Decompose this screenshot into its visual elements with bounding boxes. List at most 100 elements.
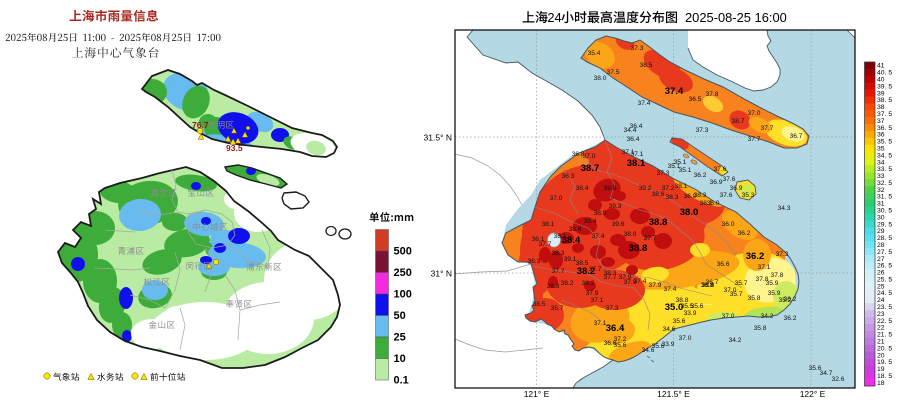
svg-text:19: 19 [877, 366, 885, 373]
svg-text:33.9: 33.9 [662, 341, 675, 348]
svg-text:25. 5: 25. 5 [877, 276, 892, 283]
svg-text:36.8: 36.8 [702, 282, 715, 289]
svg-text:122° E: 122° E [800, 389, 826, 399]
svg-text:23: 23 [877, 311, 885, 318]
svg-text:34.7: 34.7 [820, 370, 833, 377]
svg-text:38.4: 38.4 [562, 235, 581, 246]
svg-text:37.4: 37.4 [664, 286, 677, 293]
svg-text:39.6: 39.6 [612, 221, 625, 228]
svg-text:2025-08-25 16:00: 2025-08-25 16:00 [685, 10, 787, 25]
svg-text:36.6: 36.6 [604, 340, 617, 347]
svg-text:41: 41 [877, 63, 885, 70]
svg-text:38.3: 38.3 [604, 270, 617, 277]
svg-text:37. 5: 37. 5 [877, 111, 892, 118]
svg-text:35.6: 35.6 [652, 343, 665, 350]
svg-text:38.8: 38.8 [649, 217, 668, 228]
svg-text:24: 24 [547, 10, 561, 25]
svg-text:39.3: 39.3 [609, 203, 622, 210]
svg-text:121° E: 121° E [524, 389, 550, 399]
svg-text:21. 5: 21. 5 [877, 332, 892, 339]
svg-text:35.9: 35.9 [768, 290, 781, 297]
svg-text:31° N: 31° N [431, 269, 452, 279]
svg-text:36.2: 36.2 [784, 296, 797, 303]
svg-text:36.2: 36.2 [746, 251, 765, 262]
svg-text:31.5° N: 31.5° N [424, 133, 452, 143]
svg-text:35.1: 35.1 [679, 167, 692, 174]
svg-text:34.2: 34.2 [729, 337, 742, 344]
svg-text:10: 10 [394, 353, 406, 365]
svg-text:35.1: 35.1 [674, 159, 687, 166]
svg-text:37.5: 37.5 [607, 69, 620, 76]
svg-text:38.7: 38.7 [581, 163, 600, 174]
svg-text:36.4: 36.4 [606, 323, 625, 334]
svg-text:37.9: 37.9 [624, 279, 637, 286]
svg-text:40. 5: 40. 5 [877, 70, 892, 77]
svg-text:35.7: 35.7 [735, 280, 748, 287]
svg-text:37.6: 37.6 [714, 166, 727, 173]
svg-text:76.7: 76.7 [192, 120, 209, 130]
svg-text:35.6: 35.6 [614, 342, 627, 349]
svg-text:37.7: 37.7 [552, 268, 565, 275]
svg-text:38.3: 38.3 [547, 283, 560, 290]
svg-text:39.1: 39.1 [564, 256, 577, 263]
svg-text:40: 40 [877, 77, 885, 84]
svg-text:35.0: 35.0 [665, 302, 684, 313]
svg-text:37.1: 37.1 [622, 149, 635, 156]
svg-text:39: 39 [877, 90, 885, 97]
svg-text:37.2: 37.2 [662, 185, 675, 192]
svg-text:34. 5: 34. 5 [877, 152, 892, 159]
svg-text:38: 38 [877, 104, 885, 111]
svg-text:34.6: 34.6 [663, 326, 676, 333]
svg-text:38.7: 38.7 [732, 118, 745, 125]
svg-text:29: 29 [877, 228, 885, 235]
svg-text:38.1: 38.1 [627, 158, 646, 169]
svg-text:35.9: 35.9 [766, 280, 779, 287]
svg-text:38.9: 38.9 [594, 210, 607, 217]
svg-text:250: 250 [394, 267, 412, 279]
svg-text:37.7: 37.7 [604, 274, 617, 281]
svg-text:36.2: 36.2 [784, 315, 797, 322]
svg-text:100: 100 [394, 289, 412, 301]
svg-text:35.1: 35.1 [668, 163, 681, 170]
svg-text:38.3: 38.3 [666, 194, 679, 201]
svg-text:38.3: 38.3 [694, 192, 707, 199]
svg-text:36.8: 36.8 [572, 151, 585, 158]
svg-text:35.7: 35.7 [551, 305, 564, 312]
svg-text:28: 28 [877, 242, 885, 249]
svg-text:36.8: 36.8 [701, 282, 714, 289]
svg-text:35.4: 35.4 [588, 50, 601, 57]
svg-text:18: 18 [877, 380, 885, 387]
svg-text:22: 22 [877, 325, 885, 332]
svg-text:21: 21 [877, 338, 885, 345]
svg-text:37.7: 37.7 [748, 136, 761, 143]
svg-text:30. 5: 30. 5 [877, 208, 892, 215]
svg-text:36.7: 36.7 [706, 279, 719, 286]
svg-text:36.0: 36.0 [722, 221, 735, 228]
svg-text:23. 5: 23. 5 [877, 304, 892, 311]
svg-text:34.2: 34.2 [761, 313, 774, 320]
svg-text:35.6: 35.6 [673, 318, 686, 325]
svg-text:35.2: 35.2 [779, 297, 792, 304]
svg-text:37.1: 37.1 [758, 264, 771, 271]
svg-text:30: 30 [877, 214, 885, 221]
svg-text:39.2: 39.2 [639, 185, 652, 192]
svg-text:36. 5: 36. 5 [877, 125, 892, 132]
svg-text:37: 37 [877, 118, 885, 125]
svg-text:37.1: 37.1 [594, 320, 607, 327]
svg-text:20. 5: 20. 5 [877, 345, 892, 352]
svg-text:38.5: 38.5 [533, 301, 546, 308]
svg-text:37.3: 37.3 [631, 45, 644, 52]
svg-text:29. 5: 29. 5 [877, 221, 892, 228]
svg-text:37.4: 37.4 [634, 278, 647, 285]
svg-text:37.7: 37.7 [644, 235, 657, 242]
svg-text:37.4: 37.4 [638, 100, 651, 107]
svg-text:35.8: 35.8 [754, 325, 767, 332]
svg-text:36.2: 36.2 [694, 172, 707, 179]
svg-text:37.8: 37.8 [771, 272, 784, 279]
svg-text:37.8: 37.8 [706, 91, 719, 98]
svg-text:36.0: 36.0 [707, 200, 720, 207]
svg-text:18. 5: 18. 5 [877, 373, 892, 380]
svg-text:38.1: 38.1 [675, 183, 688, 190]
svg-text:38.0: 38.0 [680, 207, 699, 218]
svg-text:37.9: 37.9 [586, 290, 599, 297]
